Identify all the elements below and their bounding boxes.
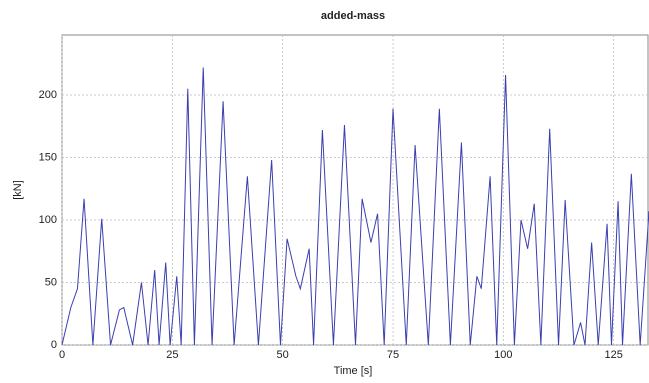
plot-area: [61, 34, 649, 346]
y-axis-label: [kN]: [12, 180, 24, 200]
x-axis-label: Time [s]: [334, 365, 373, 377]
y-tick-label: 100: [39, 214, 57, 226]
y-tick-label: 50: [45, 276, 57, 288]
x-tick-label: 75: [387, 349, 399, 361]
y-tick-label: 0: [51, 339, 57, 351]
data-line: [61, 67, 649, 346]
x-tick-label: 50: [277, 349, 289, 361]
x-tick-label: 100: [494, 349, 512, 361]
y-tick-label: 200: [39, 89, 57, 101]
x-tick-label: 25: [166, 349, 178, 361]
y-tick-label: 150: [39, 151, 57, 163]
x-tick-label: 125: [605, 349, 623, 361]
chart-title: added-mass: [321, 10, 385, 22]
x-tick-label: 0: [59, 349, 65, 361]
